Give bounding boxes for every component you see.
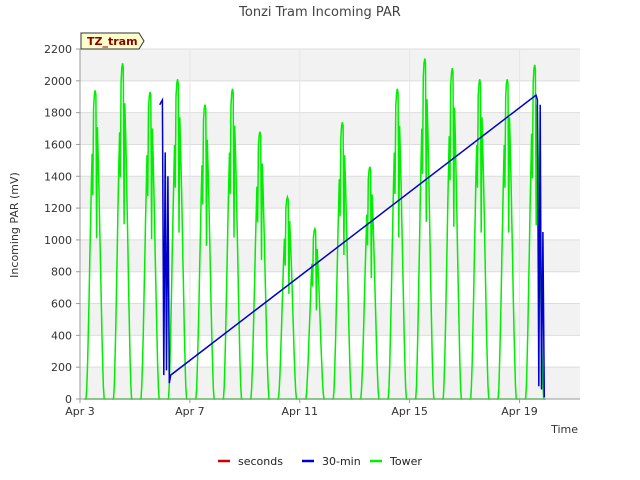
y-tick-label: 1200 [44,202,72,215]
y-tick-label: 0 [65,393,72,406]
y-axis-label: Incoming PAR (mV) [8,172,21,278]
y-tick-label: 1800 [44,107,72,120]
y-tick-label: 1600 [44,138,72,151]
x-axis-label: Time [550,423,578,436]
grid-band [80,49,580,81]
series-30min-line [159,93,546,398]
badge-label: TZ_tram [87,35,138,48]
grid-band [80,303,580,336]
plot-badge: TZ_tram [80,32,145,50]
legend: seconds 30-min Tower [218,455,422,468]
legend-label-30-min: 30-min [322,455,361,468]
legend-label-Tower: Tower [389,455,422,468]
y-tick-label: 400 [51,329,72,342]
legend-label-seconds: seconds [238,455,283,468]
y-tick-label: 200 [51,361,72,374]
x-tick-label: Apr 15 [391,405,428,418]
badge-shape [80,32,145,50]
chart-title: Tonzi Tram Incoming PAR [238,5,401,20]
x-tick-label: Apr 11 [282,405,319,418]
x-tick-label: Apr 7 [175,405,205,418]
y-tick-label: 2200 [44,43,72,56]
series-tower-line [84,58,546,400]
y-tick-label: 2000 [44,75,72,88]
y-tick-label: 1400 [44,170,72,183]
y-tick-label: 800 [51,266,72,279]
x-tick-labels: Apr 3 Apr 7 Apr 11 Apr 15 Apr 19 [65,399,538,418]
x-tick-label: Apr 3 [65,405,95,418]
grid-band [80,367,580,399]
x-tick-label: Apr 19 [501,405,538,418]
y-tick-label: 1000 [44,234,72,247]
y-tick-label: 600 [51,298,72,311]
y-tick-labels: 0 200 400 600 800 1000 1200 1400 1600 1800 2000 220… [44,43,80,406]
axes [79,49,580,400]
